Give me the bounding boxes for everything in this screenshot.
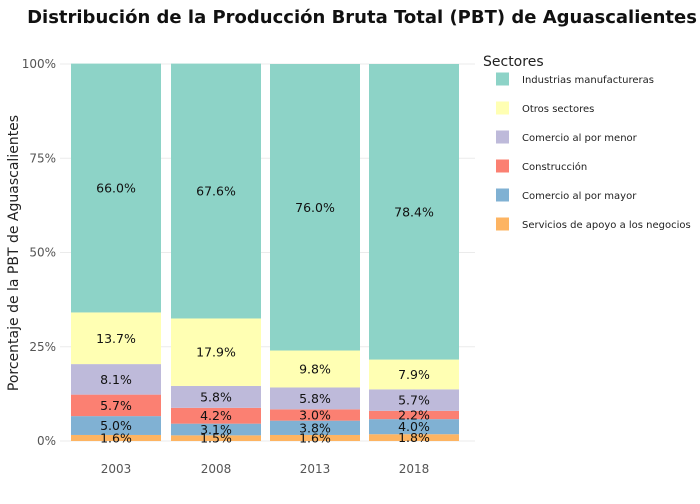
bar-segment <box>270 64 360 351</box>
bar-value-label: 7.9% <box>398 367 430 382</box>
bar-value-label: 5.8% <box>299 391 331 406</box>
bar-segment <box>71 63 161 313</box>
x-tick-label: 2003 <box>101 462 132 476</box>
bar-value-label: 3.8% <box>299 420 331 435</box>
bar-value-label: 5.0% <box>100 418 132 433</box>
y-tick-label: 100% <box>22 57 56 71</box>
bar-segment <box>171 435 261 441</box>
bar-segment <box>171 385 261 408</box>
x-axis-ticks: 2003 2008 2013 2018 <box>101 462 430 476</box>
bar-segment <box>71 394 161 417</box>
bar-value-label: 67.6% <box>196 184 236 199</box>
bar-value-label: 17.9% <box>196 345 236 360</box>
bar-value-label: 1.5% <box>200 431 232 446</box>
bar-value-label: 78.4% <box>394 204 434 219</box>
bar-segment <box>71 416 161 435</box>
legend-swatch <box>496 130 509 144</box>
legend-label: Otros sectores <box>522 104 594 115</box>
bar-segment <box>369 410 459 420</box>
legend-swatch <box>496 72 509 86</box>
y-axis-label: Porcentaje de la PBT de Aguascalientes <box>6 115 22 391</box>
legend-label: Comercio al por menor <box>522 133 638 144</box>
x-tick-label: 2013 <box>300 462 331 476</box>
bar-value-label: 4.0% <box>398 419 430 434</box>
legend-label: Servicios de apoyo a los negocios <box>522 220 691 231</box>
bar-segment <box>369 389 459 411</box>
bar-value-label: 76.0% <box>295 200 335 215</box>
bar-segment <box>270 350 360 388</box>
legend-swatch <box>496 159 509 173</box>
bar-segment <box>270 420 360 435</box>
legend-title: Sectores <box>483 54 544 70</box>
bar-value-label: 5.7% <box>100 398 132 413</box>
bar-value-label: 3.1% <box>200 422 232 437</box>
bar-value-label: 9.8% <box>299 361 331 376</box>
legend-swatch <box>496 217 509 231</box>
bar-value-label: 5.7% <box>398 393 430 408</box>
legend-swatch <box>496 188 509 202</box>
bar-value-label: 1.6% <box>299 430 331 445</box>
x-tick-label: 2018 <box>399 462 430 476</box>
legend-label: Industrias manufactureras <box>522 75 654 86</box>
bar-value-label: 1.6% <box>100 430 132 445</box>
legend-label: Comercio al por mayor <box>522 191 637 202</box>
bar-segment <box>171 318 261 386</box>
bar-segment <box>369 359 459 390</box>
y-tick-label: 25% <box>29 340 56 354</box>
bar-segment <box>171 63 261 319</box>
bar-segment <box>71 434 161 441</box>
x-tick-label: 2008 <box>201 462 232 476</box>
bar-value-label: 2.2% <box>398 407 430 422</box>
bar-segment <box>369 434 459 441</box>
bar-value-label: 1.8% <box>398 430 430 445</box>
y-tick-label: 50% <box>29 246 56 260</box>
bar-segment <box>270 387 360 410</box>
bar-segment <box>270 409 360 421</box>
bar-segment <box>369 419 459 435</box>
bar-segment <box>270 434 360 441</box>
bar-value-label: 4.2% <box>200 408 232 423</box>
bar-value-label: 8.1% <box>100 372 132 387</box>
bar-value-label: 5.8% <box>200 389 232 404</box>
legend-swatch <box>496 101 509 115</box>
legend: Sectores Industrias manufactureras Otros … <box>483 54 691 231</box>
y-axis-ticks: 0% 25% 50% 75% 100% <box>22 57 56 448</box>
bar-segment <box>71 312 161 365</box>
bar-value-label: 66.0% <box>96 181 136 196</box>
bar-value-label: 3.0% <box>299 407 331 422</box>
bar-data-labels: 1.6%5.0%5.7%8.1%13.7%66.0%1.5%3.1%4.2%5.… <box>96 181 434 446</box>
bar-segment <box>71 364 161 395</box>
bar-segment <box>171 407 261 424</box>
bar-value-label: 13.7% <box>96 331 136 346</box>
y-tick-label: 75% <box>29 151 56 165</box>
legend-label: Construcción <box>522 161 587 173</box>
bar-segment <box>369 64 459 360</box>
y-tick-label: 0% <box>37 434 56 448</box>
bar-segment <box>171 423 261 436</box>
chart-title: Distribución de la Producción Bruta Tota… <box>27 7 697 28</box>
bars <box>71 63 459 441</box>
